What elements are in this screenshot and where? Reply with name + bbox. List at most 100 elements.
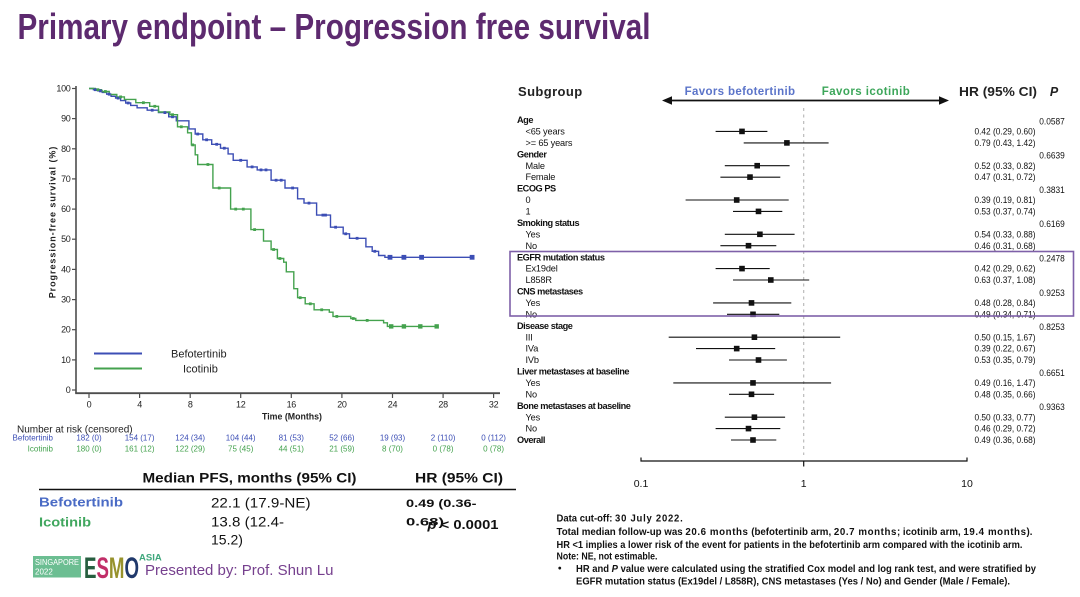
svg-text:4: 4 xyxy=(137,400,142,410)
svg-text:0.48 (0.28, 0.84): 0.48 (0.28, 0.84) xyxy=(975,298,1036,308)
svg-text:0.48 (0.35, 0.66): 0.48 (0.35, 0.66) xyxy=(975,389,1036,399)
svg-text:0.68): 0.68) xyxy=(406,517,444,529)
svg-text:<65 years: <65 years xyxy=(526,127,566,137)
svg-text:0.39 (0.22, 0.67): 0.39 (0.22, 0.67) xyxy=(975,344,1036,354)
svg-text:ASIA: ASIA xyxy=(139,553,162,564)
svg-text:2022: 2022 xyxy=(35,568,53,577)
svg-text:L858R: L858R xyxy=(526,275,553,285)
svg-text:0.47 (0.31, 0.72): 0.47 (0.31, 0.72) xyxy=(975,172,1036,182)
svg-text:Number at risk (censored): Number at risk (censored) xyxy=(17,425,133,436)
svg-text:10: 10 xyxy=(61,355,71,365)
svg-text:12: 12 xyxy=(236,400,246,410)
svg-text:0.52 (0.33, 0.82): 0.52 (0.33, 0.82) xyxy=(975,161,1036,171)
svg-text:0.8253: 0.8253 xyxy=(1039,322,1065,332)
svg-text:0 (78): 0 (78) xyxy=(433,445,454,454)
svg-text:ESMO: ESMO xyxy=(84,552,139,585)
svg-text:0.63 (0.37, 1.08): 0.63 (0.37, 1.08) xyxy=(975,275,1036,285)
svg-text:22.1 (17.9-NE): 22.1 (17.9-NE) xyxy=(211,494,311,510)
svg-text:Liver metastases at baseline: Liver metastases at baseline xyxy=(517,367,629,377)
svg-text:30: 30 xyxy=(61,295,71,305)
svg-text:III: III xyxy=(526,332,533,342)
svg-text:1: 1 xyxy=(526,207,531,217)
svg-text:Female: Female xyxy=(526,172,556,182)
svg-text:0.49 (0.34, 0.71): 0.49 (0.34, 0.71) xyxy=(975,309,1036,319)
svg-text:0.53 (0.37, 0.74): 0.53 (0.37, 0.74) xyxy=(975,207,1036,217)
svg-text:Befotertinib: Befotertinib xyxy=(39,495,123,510)
svg-text:No: No xyxy=(526,309,537,319)
svg-text:0.53 (0.35, 0.79): 0.53 (0.35, 0.79) xyxy=(975,355,1036,365)
svg-text:104 (44): 104 (44) xyxy=(226,434,256,443)
svg-text:0.0587: 0.0587 xyxy=(1039,116,1065,126)
svg-text:182 (0): 182 (0) xyxy=(76,434,102,443)
svg-text:180 (0): 180 (0) xyxy=(76,445,102,454)
svg-text:p < 0.0001: p < 0.0001 xyxy=(426,517,498,532)
svg-text:SINGAPORE: SINGAPORE xyxy=(35,558,79,567)
svg-text:0.79 (0.43, 1.42): 0.79 (0.43, 1.42) xyxy=(975,138,1036,148)
svg-text:Note: NE, not estimable.: Note: NE, not estimable. xyxy=(557,552,658,563)
svg-text:20: 20 xyxy=(337,400,347,410)
svg-text:Progression-free survival (%): Progression-free survival (%) xyxy=(48,146,58,299)
svg-text:0.1: 0.1 xyxy=(634,478,649,490)
svg-text:90: 90 xyxy=(61,114,71,124)
svg-text:40: 40 xyxy=(61,264,71,274)
svg-text:13.8 (12.4-: 13.8 (12.4- xyxy=(211,513,284,529)
svg-text:28: 28 xyxy=(438,400,448,410)
svg-text:0: 0 xyxy=(526,195,531,205)
svg-text:Yes: Yes xyxy=(526,378,541,388)
svg-text:0.50 (0.15, 1.67): 0.50 (0.15, 1.67) xyxy=(975,332,1036,342)
svg-text:0.42 (0.29, 0.62): 0.42 (0.29, 0.62) xyxy=(975,264,1036,274)
svg-text:0 (112): 0 (112) xyxy=(481,434,506,443)
svg-text:Presented by: Prof. Shun Lu: Presented by: Prof. Shun Lu xyxy=(145,562,333,579)
svg-text:Data cut-off: 30 July 2022.: Data cut-off: 30 July 2022. xyxy=(557,514,684,525)
svg-text:Yes: Yes xyxy=(526,229,541,239)
svg-text:10: 10 xyxy=(961,478,973,490)
svg-text:122 (29): 122 (29) xyxy=(175,445,205,454)
svg-text:52 (66): 52 (66) xyxy=(329,434,355,443)
svg-text:44 (51): 44 (51) xyxy=(279,445,305,454)
svg-text:0.54 (0.33, 0.88): 0.54 (0.33, 0.88) xyxy=(975,229,1036,239)
svg-text:0.9363: 0.9363 xyxy=(1039,402,1065,412)
svg-text:0.2478: 0.2478 xyxy=(1039,254,1065,264)
svg-text:Yes: Yes xyxy=(526,298,541,308)
svg-text:8 (70): 8 (70) xyxy=(382,445,403,454)
svg-text:P: P xyxy=(1050,85,1059,99)
svg-text:75 (45): 75 (45) xyxy=(228,445,254,454)
svg-text:Yes: Yes xyxy=(526,412,541,422)
svg-text:19 (93): 19 (93) xyxy=(380,434,406,443)
svg-text:0: 0 xyxy=(66,385,71,395)
svg-text:0.6651: 0.6651 xyxy=(1039,368,1065,378)
svg-text:Favors befotertinib: Favors befotertinib xyxy=(685,86,796,98)
svg-text:Subgroup: Subgroup xyxy=(518,84,583,99)
svg-text:0.42 (0.29, 0.60): 0.42 (0.29, 0.60) xyxy=(975,127,1036,137)
svg-text:154 (17): 154 (17) xyxy=(125,434,155,443)
svg-text:80: 80 xyxy=(61,144,71,154)
svg-text:Icotinib: Icotinib xyxy=(183,364,218,376)
svg-text:HR (95% CI): HR (95% CI) xyxy=(415,470,503,485)
svg-text:70: 70 xyxy=(61,174,71,184)
svg-text:0.50 (0.33, 0.77): 0.50 (0.33, 0.77) xyxy=(975,412,1036,422)
svg-text:0.39 (0.19, 0.81): 0.39 (0.19, 0.81) xyxy=(975,195,1036,205)
svg-text:No: No xyxy=(526,389,537,399)
svg-text:Favors icotinib: Favors icotinib xyxy=(822,86,911,98)
svg-text:No: No xyxy=(526,241,537,251)
svg-text:0.49 (0.36, 0.68): 0.49 (0.36, 0.68) xyxy=(975,435,1036,445)
svg-text:IVa: IVa xyxy=(526,344,540,354)
svg-text:0.3831: 0.3831 xyxy=(1039,185,1065,195)
svg-text:1: 1 xyxy=(801,478,807,490)
svg-text:0.46 (0.31, 0.68): 0.46 (0.31, 0.68) xyxy=(975,241,1036,251)
svg-text:50: 50 xyxy=(61,234,71,244)
svg-text:EGFR mutation status: EGFR mutation status xyxy=(517,252,605,262)
svg-text:Befotertinib: Befotertinib xyxy=(171,349,227,361)
svg-text:Befotertinib: Befotertinib xyxy=(13,434,54,443)
svg-text:Bone metastases at baseline: Bone metastases at baseline xyxy=(517,401,631,411)
svg-text:124 (34): 124 (34) xyxy=(175,434,205,443)
svg-text:0.49 (0.36-: 0.49 (0.36- xyxy=(406,498,477,510)
svg-text:EGFR mutation status (Ex19del: EGFR mutation status (Ex19del / L858R), … xyxy=(576,577,1010,588)
svg-text:Gender: Gender xyxy=(517,149,547,159)
svg-text:60: 60 xyxy=(61,204,71,214)
svg-text:15.2): 15.2) xyxy=(211,531,243,547)
svg-text:HR (95% CI): HR (95% CI) xyxy=(959,85,1037,99)
svg-text:0.49 (0.16, 1.47): 0.49 (0.16, 1.47) xyxy=(975,378,1036,388)
svg-text:Overall: Overall xyxy=(517,435,545,445)
svg-text:Primary endpoint – Progression: Primary endpoint – Progression free surv… xyxy=(18,6,651,47)
